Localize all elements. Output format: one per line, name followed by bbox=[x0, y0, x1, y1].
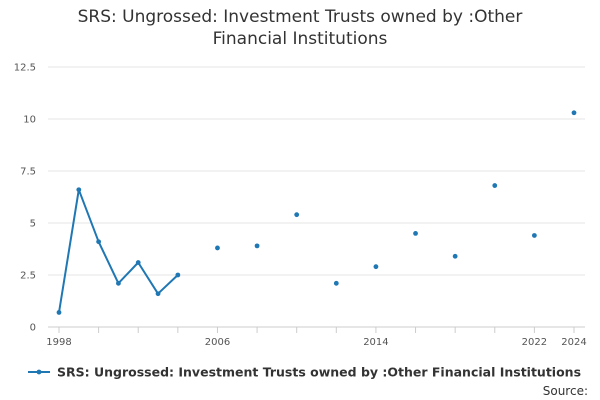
data-point bbox=[96, 239, 102, 245]
chart-title: SRS: Ungrossed: Investment Trusts owned … bbox=[0, 6, 600, 50]
series-points bbox=[56, 110, 577, 315]
data-point bbox=[294, 212, 300, 218]
data-point bbox=[155, 291, 161, 297]
data-point bbox=[492, 183, 498, 188]
gridlines bbox=[48, 66, 585, 328]
data-point bbox=[254, 243, 260, 249]
data-point bbox=[531, 233, 537, 238]
x-tick-label: 2014 bbox=[363, 337, 388, 348]
data-point bbox=[56, 310, 62, 315]
data-point bbox=[175, 272, 181, 278]
source-label: Source: bbox=[543, 384, 588, 398]
x-tick-label: 2022 bbox=[522, 337, 547, 348]
data-point bbox=[571, 110, 577, 116]
data-point bbox=[116, 280, 121, 286]
y-tick-label: 5 bbox=[30, 219, 36, 230]
data-point bbox=[413, 231, 418, 236]
legend-label: SRS: Ungrossed: Investment Trusts owned … bbox=[57, 365, 581, 380]
data-point bbox=[215, 245, 220, 251]
x-tick-label: 1998 bbox=[46, 337, 71, 348]
data-point bbox=[373, 264, 379, 270]
y-tick-label: 12.5 bbox=[14, 63, 36, 74]
chart-title-line-2: Financial Institutions bbox=[212, 29, 388, 49]
x-tick-label: 2024 bbox=[561, 337, 586, 348]
x-axis: 1998 2006 2014 2022 2024 bbox=[46, 326, 587, 348]
y-tick-label: 7.5 bbox=[20, 167, 36, 178]
y-tick-label: 2.5 bbox=[20, 271, 36, 282]
data-point bbox=[333, 280, 339, 286]
legend-marker bbox=[36, 369, 42, 375]
legend[interactable]: SRS: Ungrossed: Investment Trusts owned … bbox=[28, 365, 581, 380]
chart-title-line-1: SRS: Ungrossed: Investment Trusts owned … bbox=[77, 7, 523, 27]
y-tick-label: 10 bbox=[23, 115, 36, 126]
y-axis-ticks: 0 2.5 5 7.5 10 12.5 bbox=[14, 63, 36, 334]
x-tick-label: 2006 bbox=[205, 337, 230, 348]
data-point bbox=[452, 253, 458, 259]
data-point bbox=[76, 187, 82, 193]
data-point bbox=[135, 260, 141, 265]
y-tick-label: 0 bbox=[30, 323, 36, 334]
